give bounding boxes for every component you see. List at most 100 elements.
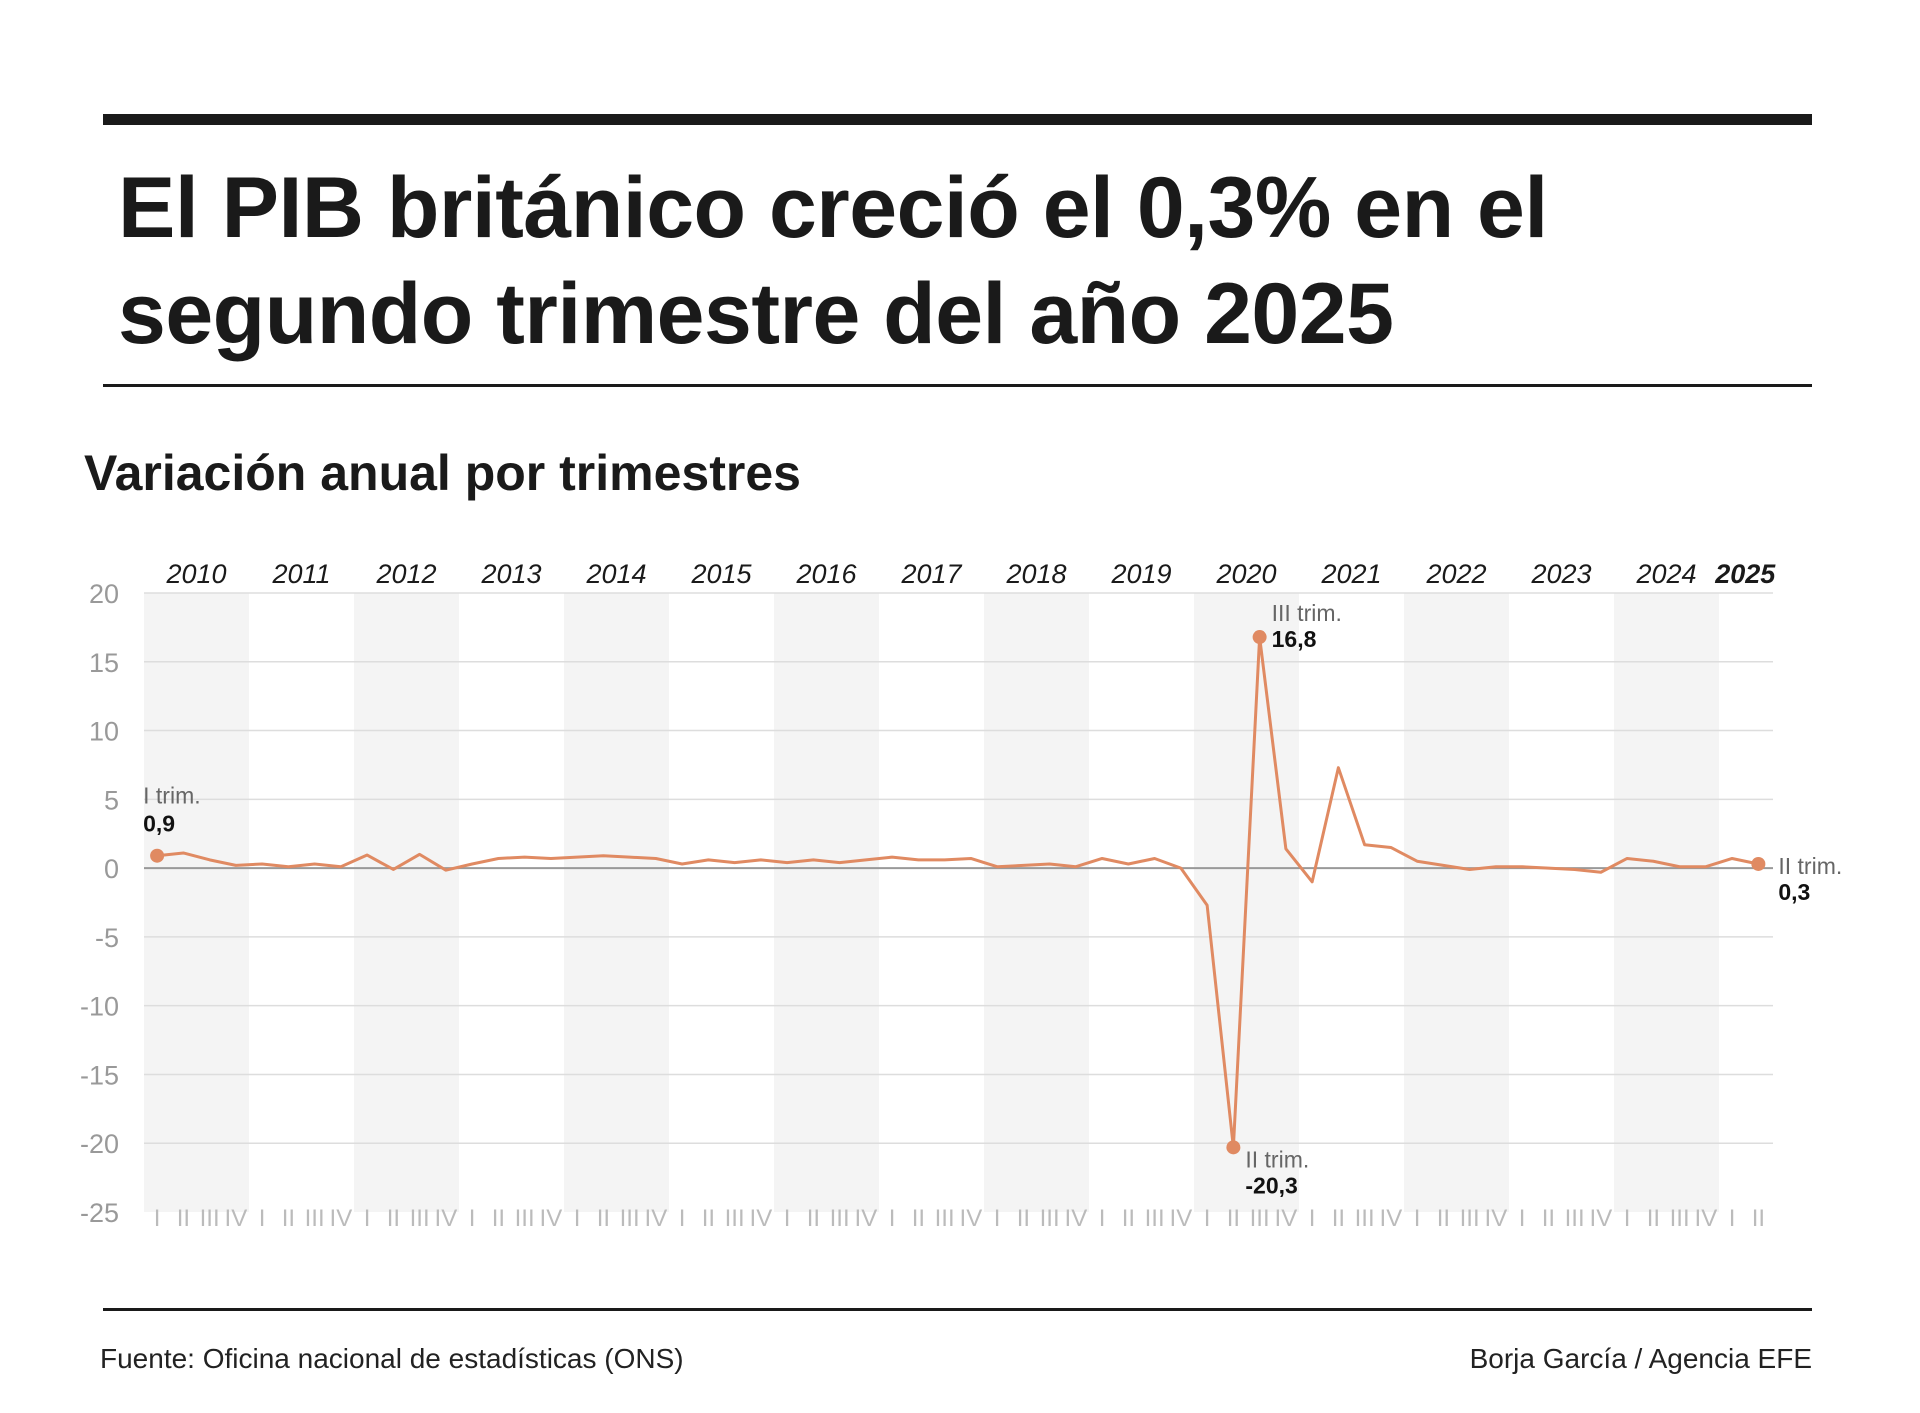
source-note: Fuente: Oficina nacional de estadísticas… xyxy=(100,1343,684,1374)
credit-note: Borja García / Agencia EFE xyxy=(1469,1343,1812,1374)
x-tick-label: IV xyxy=(750,1205,773,1232)
data-point xyxy=(150,848,165,863)
y-tick-label: -25 xyxy=(80,1198,119,1228)
x-tick-label: I xyxy=(574,1205,581,1232)
y-tick-label: 15 xyxy=(89,648,119,678)
y-tick-label: 0 xyxy=(104,854,119,884)
x-tick-label: IV xyxy=(855,1205,878,1232)
x-tick-label: I xyxy=(1624,1205,1631,1232)
x-tick-label: III xyxy=(1670,1205,1690,1232)
x-tick-label: III xyxy=(1565,1205,1585,1232)
x-tick-label: I xyxy=(889,1205,896,1232)
year-label: 2019 xyxy=(1110,559,1171,589)
x-tick-label: II xyxy=(807,1205,820,1232)
x-tick-label: III xyxy=(305,1205,325,1232)
top-bar xyxy=(103,114,1812,125)
year-band xyxy=(144,593,249,1212)
x-tick-label: II xyxy=(1227,1205,1240,1232)
x-tick-label: III xyxy=(830,1205,850,1232)
x-tick-label: I xyxy=(154,1205,161,1232)
year-label: 2011 xyxy=(271,559,330,589)
x-tick-label: II xyxy=(702,1205,715,1232)
x-tick-label: IV xyxy=(1065,1205,1088,1232)
chart-title: Variación anual por trimestres xyxy=(84,445,801,501)
y-tick-label: -20 xyxy=(80,1129,119,1159)
x-tick-label: IV xyxy=(1170,1205,1193,1232)
x-tick-label: III xyxy=(515,1205,535,1232)
year-label: 2013 xyxy=(480,559,541,589)
year-band xyxy=(354,593,459,1212)
x-tick-label: IV xyxy=(225,1205,248,1232)
year-label: 2016 xyxy=(795,559,857,589)
x-tick-label: IV xyxy=(435,1205,458,1232)
x-tick-label: II xyxy=(1122,1205,1135,1232)
x-tick-label: II xyxy=(1647,1205,1660,1232)
annotation-value: 16,8 xyxy=(1272,626,1317,652)
x-tick-label: II xyxy=(177,1205,190,1232)
year-label: 2025 xyxy=(1714,559,1776,589)
x-tick-label: II xyxy=(387,1205,400,1232)
x-tick-label: I xyxy=(1099,1205,1106,1232)
y-tick-label: -10 xyxy=(80,992,119,1022)
year-label: 2018 xyxy=(1005,559,1066,589)
page-title: El PIB británico creció el 0,3% en el se… xyxy=(118,160,1548,362)
year-band xyxy=(1404,593,1509,1212)
x-tick-label: III xyxy=(1040,1205,1060,1232)
year-label: 2021 xyxy=(1320,559,1381,589)
annotation-value: 0,9 xyxy=(143,811,175,837)
year-label: 2017 xyxy=(900,559,962,589)
x-tick-label: IV xyxy=(540,1205,563,1232)
x-tick-label: III xyxy=(1460,1205,1480,1232)
x-tick-label: I xyxy=(784,1205,791,1232)
x-tick-label: I xyxy=(1729,1205,1736,1232)
x-tick-label: II xyxy=(912,1205,925,1232)
year-label: 2010 xyxy=(165,559,226,589)
year-label: 2015 xyxy=(690,559,752,589)
year-band xyxy=(774,593,879,1212)
divider xyxy=(103,384,1812,387)
x-tick-label: III xyxy=(1250,1205,1270,1232)
annotation-value: -20,3 xyxy=(1245,1172,1297,1198)
x-tick-label: I xyxy=(1309,1205,1316,1232)
year-label: 2020 xyxy=(1215,559,1276,589)
year-label: 2023 xyxy=(1530,559,1591,589)
x-tick-label: II xyxy=(282,1205,295,1232)
x-tick-label: IV xyxy=(645,1205,668,1232)
x-tick-label: IV xyxy=(960,1205,983,1232)
y-tick-label: 5 xyxy=(104,785,119,815)
x-tick-label: III xyxy=(200,1205,220,1232)
year-band xyxy=(564,593,669,1212)
data-point xyxy=(1751,856,1766,871)
x-tick-label: I xyxy=(994,1205,1001,1232)
y-tick-label: -15 xyxy=(80,1060,119,1090)
annotation-label: I trim. xyxy=(143,783,201,809)
year-band xyxy=(1614,593,1719,1212)
x-tick-label: I xyxy=(469,1205,476,1232)
x-tick-label: I xyxy=(1204,1205,1211,1232)
x-tick-label: IV xyxy=(1590,1205,1613,1232)
year-label: 2012 xyxy=(375,559,436,589)
data-point xyxy=(1226,1140,1241,1155)
x-tick-label: IV xyxy=(1275,1205,1298,1232)
year-label: 2024 xyxy=(1635,559,1696,589)
x-tick-label: III xyxy=(410,1205,430,1232)
x-tick-label: I xyxy=(1414,1205,1421,1232)
x-tick-label: I xyxy=(259,1205,266,1232)
y-tick-label: 10 xyxy=(89,717,119,747)
x-tick-label: II xyxy=(1437,1205,1450,1232)
annotation-value: 0,3 xyxy=(1778,879,1810,905)
x-tick-label: IV xyxy=(330,1205,353,1232)
x-tick-label: I xyxy=(1519,1205,1526,1232)
annotation-label: II trim. xyxy=(1245,1146,1309,1172)
x-tick-label: II xyxy=(1542,1205,1555,1232)
x-tick-label: II xyxy=(492,1205,505,1232)
x-tick-label: I xyxy=(364,1205,371,1232)
x-tick-label: III xyxy=(1355,1205,1375,1232)
x-tick-label: III xyxy=(935,1205,955,1232)
x-tick-label: II xyxy=(1017,1205,1030,1232)
x-tick-label: III xyxy=(725,1205,745,1232)
x-tick-label: II xyxy=(597,1205,610,1232)
x-tick-label: I xyxy=(679,1205,686,1232)
y-tick-label: -5 xyxy=(95,923,119,953)
